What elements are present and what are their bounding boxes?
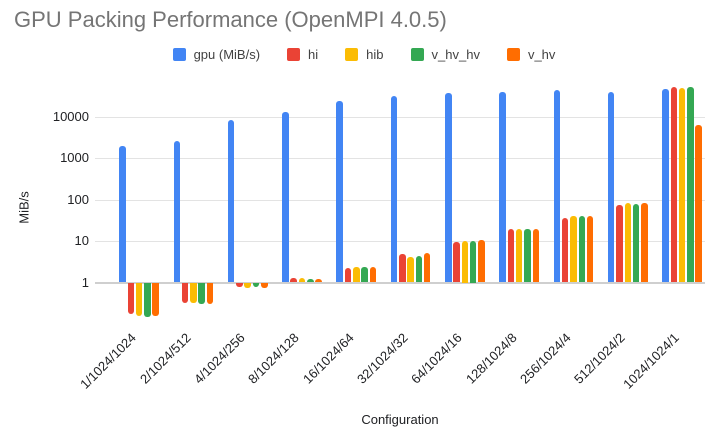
bar-hi-64-1024-16[interactable] — [453, 241, 460, 283]
gridline — [95, 116, 705, 118]
gridline — [95, 158, 705, 159]
bar-hi-4-1024-256[interactable] — [236, 282, 243, 287]
x-tick-label: 512/1024/2 — [571, 330, 628, 387]
bar-v-hv-hv-64-1024-16[interactable] — [469, 241, 477, 283]
gridline — [95, 199, 705, 201]
legend-item-hi[interactable]: hi — [287, 47, 318, 62]
bar-v-hv-hv-512-1024-2[interactable] — [632, 203, 640, 283]
y-tick-label: 1000 — [60, 150, 89, 165]
legend-label: gpu (MiB/s) — [193, 47, 261, 62]
x-tick-label: 1/1024/1024 — [77, 330, 140, 392]
bar-v-hv-4-1024-256[interactable] — [261, 282, 268, 288]
y-tick-label: 10 — [74, 233, 89, 248]
bar-hib-4-1024-256[interactable] — [244, 282, 251, 288]
bar-v-hv-hv-2-1024-512[interactable] — [198, 282, 205, 305]
y-tick-label: 1 — [81, 274, 89, 290]
bar-v-hv-hv-4-1024-256[interactable] — [252, 282, 260, 287]
bar-hib-8-1024-128[interactable] — [298, 278, 306, 283]
bar-gpu-mib-s--64-1024-16[interactable] — [445, 92, 452, 283]
x-tick-label: 4/1024/256 — [191, 330, 248, 387]
legend-item-v-hv[interactable]: v_hv — [506, 47, 556, 62]
bar-v-hv-hv-16-1024-64[interactable] — [361, 267, 368, 283]
bar-gpu-mib-s--8-1024-128[interactable] — [282, 112, 289, 283]
legend-label: v_hv — [527, 47, 556, 62]
legend-swatch-icon — [287, 48, 301, 61]
bar-gpu-mib-s--2-1024-512[interactable] — [173, 141, 181, 283]
bar-hi-512-1024-2[interactable] — [616, 204, 623, 283]
gridline — [95, 241, 705, 242]
bar-gpu-mib-s--512-1024-2[interactable] — [607, 91, 615, 283]
bar-v-hv-64-1024-16[interactable] — [478, 240, 485, 283]
bar-gpu-mib-s--256-1024-4[interactable] — [553, 90, 561, 283]
legend-label: v_hv_hv — [431, 47, 480, 62]
bar-v-hv-hv-128-1024-8[interactable] — [524, 228, 531, 283]
bar-hi-1024-1024-1[interactable] — [670, 87, 678, 283]
bar-hi-8-1024-128[interactable] — [290, 277, 297, 283]
bar-hib-1024-1024-1[interactable] — [678, 87, 686, 283]
bar-v-hv-2-1024-512[interactable] — [206, 282, 214, 304]
legend-item-hib[interactable]: hib — [345, 47, 384, 62]
bar-gpu-mib-s--1-1024-1024[interactable] — [119, 145, 126, 283]
legend-swatch-icon — [410, 48, 424, 61]
bar-gpu-mib-s--32-1024-32[interactable] — [390, 95, 398, 283]
legend-item-v-hv-hv[interactable]: v_hv_hv — [410, 47, 480, 62]
bar-v-hv-hv-1-1024-1024[interactable] — [144, 282, 151, 317]
bar-hi-16-1024-64[interactable] — [344, 268, 352, 283]
bar-v-hv-hv-1024-1024-1[interactable] — [687, 86, 694, 283]
legend-label: hi — [308, 47, 319, 62]
x-tick-label: 256/1024/4 — [516, 330, 574, 387]
bar-hi-256-1024-4[interactable] — [561, 218, 569, 283]
bar-hi-1-1024-1024[interactable] — [127, 282, 135, 315]
y-tick-label: 10000 — [52, 108, 89, 124]
x-tick-label: 32/1024/32 — [353, 330, 411, 387]
x-tick-label: 8/1024/128 — [245, 330, 303, 387]
bar-v-hv-hv-32-1024-32[interactable] — [415, 255, 423, 283]
bar-v-hv-32-1024-32[interactable] — [423, 253, 431, 283]
bar-v-hv-8-1024-128[interactable] — [315, 279, 322, 283]
legend-swatch-icon — [506, 48, 520, 61]
bar-hib-64-1024-16[interactable] — [461, 241, 469, 283]
bar-gpu-mib-s--128-1024-8[interactable] — [499, 91, 506, 283]
bar-v-hv-256-1024-4[interactable] — [586, 216, 594, 283]
bar-v-hv-hv-256-1024-4[interactable] — [578, 215, 586, 283]
bar-hib-256-1024-4[interactable] — [570, 216, 577, 283]
bar-v-hv-1024-1024-1[interactable] — [695, 124, 702, 283]
bar-hib-128-1024-8[interactable] — [515, 228, 523, 283]
legend-swatch-icon — [172, 48, 186, 61]
x-axis-title: Configuration — [361, 412, 439, 427]
chart-legend: gpu (MiB/s) hi hib v_hv_hv v_hv — [0, 47, 728, 62]
bar-v-hv-512-1024-2[interactable] — [641, 203, 648, 283]
bar-v-hv-16-1024-64[interactable] — [369, 266, 377, 283]
bar-hib-32-1024-32[interactable] — [407, 256, 414, 283]
bar-gpu-mib-s--1024-1024-1[interactable] — [662, 88, 669, 283]
legend-item-gpu-mib-s-[interactable]: gpu (MiB/s) — [172, 47, 261, 62]
x-tick-label: 64/1024/16 — [408, 330, 465, 387]
bar-hi-128-1024-8[interactable] — [507, 229, 515, 283]
bar-hib-2-1024-512[interactable] — [190, 282, 197, 304]
bar-gpu-mib-s--16-1024-64[interactable] — [336, 101, 343, 283]
bar-v-hv-128-1024-8[interactable] — [532, 228, 540, 283]
bar-hib-16-1024-64[interactable] — [353, 267, 360, 283]
bar-hib-1-1024-1024[interactable] — [135, 282, 143, 316]
bar-hi-2-1024-512[interactable] — [181, 282, 189, 304]
legend-label: hib — [366, 47, 384, 62]
bar-hi-32-1024-32[interactable] — [399, 254, 406, 283]
legend-swatch-icon — [345, 48, 359, 61]
chart-title: GPU Packing Performance (OpenMPI 4.0.5) — [14, 7, 447, 32]
x-tick-label: 128/1024/8 — [462, 330, 520, 387]
x-tick-label: 1024/1024/1 — [620, 330, 683, 392]
bar-gpu-mib-s--4-1024-256[interactable] — [227, 119, 235, 283]
bar-v-hv-1-1024-1024[interactable] — [152, 282, 159, 316]
y-axis-title: MiB/s — [16, 191, 32, 224]
x-axis-baseline — [95, 282, 705, 284]
bar-v-hv-hv-8-1024-128[interactable] — [307, 279, 314, 283]
y-tick-label: 100 — [67, 191, 89, 207]
bar-hib-512-1024-2[interactable] — [624, 203, 632, 283]
x-tick-label: 2/1024/512 — [136, 330, 194, 387]
x-tick-label: 16/1024/64 — [299, 330, 357, 387]
